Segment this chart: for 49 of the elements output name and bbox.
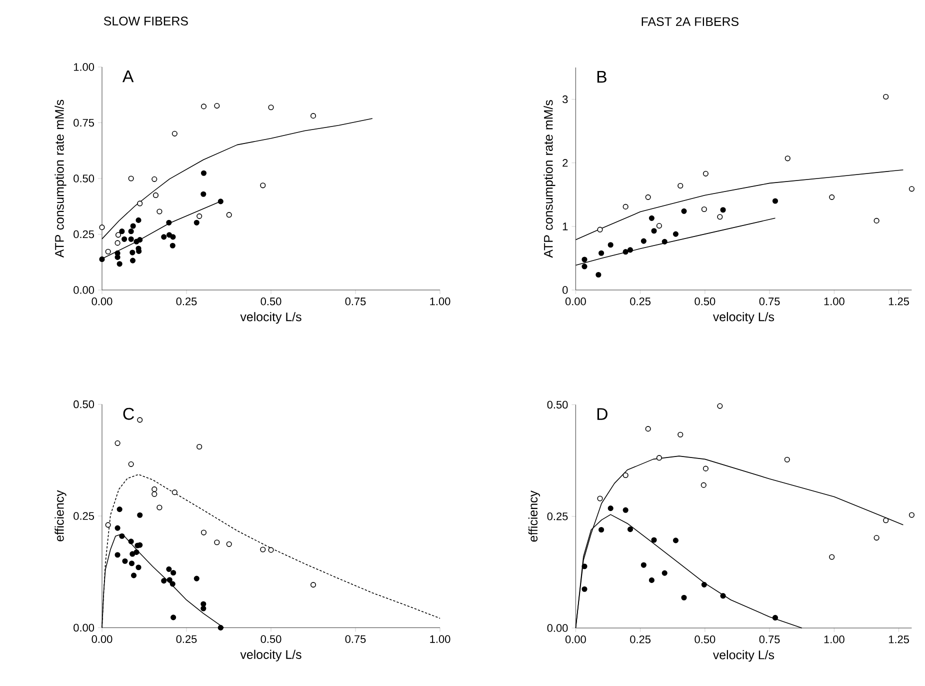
y-tick-label: 0.00 bbox=[74, 286, 94, 294]
x-tick-label: 0.25 bbox=[176, 635, 197, 643]
x-axis-title: velocity L/s bbox=[712, 650, 774, 662]
x-axis-title: velocity L/s bbox=[240, 312, 302, 324]
x-tick-label: 0.25 bbox=[630, 636, 651, 644]
x-tick-label: 1.00 bbox=[824, 636, 844, 644]
annotation: D bbox=[597, 408, 608, 420]
x-tick-label: 1.00 bbox=[824, 298, 844, 306]
y-tick-label: 0.25 bbox=[74, 512, 94, 520]
x-tick-label: 0.50 bbox=[260, 635, 282, 643]
y-tick-label: 0 bbox=[562, 286, 568, 294]
y-tick-label: 0.50 bbox=[74, 174, 94, 182]
y-tick-label: 0.25 bbox=[547, 512, 568, 520]
x-tick-label: 0.00 bbox=[92, 635, 112, 643]
annotation: C bbox=[123, 408, 134, 420]
x-tick-label: 0.25 bbox=[176, 298, 197, 306]
x-tick-label: 1.25 bbox=[888, 636, 909, 644]
annotation: A bbox=[122, 70, 134, 82]
y-tick-label: 0.00 bbox=[74, 624, 94, 632]
x-tick-label: 0.50 bbox=[260, 298, 282, 306]
x-tick-label: 0.00 bbox=[92, 298, 112, 306]
x-tick-label: 0.75 bbox=[345, 635, 366, 643]
y-tick-label: 0.75 bbox=[74, 118, 94, 127]
x-tick-label: 0.50 bbox=[694, 298, 716, 306]
x-tick-label: 0.25 bbox=[630, 298, 651, 306]
y-tick-label: 0.25 bbox=[74, 230, 94, 238]
x-axis-title: velocity L/s bbox=[712, 312, 774, 324]
x-tick-label: 0.75 bbox=[759, 298, 780, 306]
y-axis-title: efficiency bbox=[528, 490, 540, 542]
chart-title: SLOW FIBERS bbox=[104, 16, 188, 26]
y-tick-label: 1 bbox=[562, 222, 568, 230]
x-tick-label: 0.50 bbox=[694, 636, 716, 644]
y-tick-label: 0.50 bbox=[547, 400, 568, 409]
x-tick-label: 0.75 bbox=[759, 636, 780, 644]
y-tick-label: 2 bbox=[562, 159, 568, 167]
chart-title: FAST 2A FIBERS bbox=[642, 17, 739, 26]
x-tick-label: 1.00 bbox=[430, 298, 450, 306]
y-tick-label: 0.00 bbox=[547, 624, 568, 632]
y-tick-label: 3 bbox=[562, 95, 568, 104]
y-axis-title: efficiency bbox=[54, 490, 66, 542]
x-tick-label: 1.00 bbox=[430, 635, 450, 643]
y-axis-title: ATP consumption rate mM/s bbox=[544, 100, 556, 258]
y-tick-label: 1.00 bbox=[74, 63, 94, 71]
x-tick-label: 0.75 bbox=[345, 298, 366, 306]
annotation: B bbox=[597, 71, 606, 83]
x-tick-label: 1.25 bbox=[888, 298, 909, 306]
y-tick-label: 0.50 bbox=[74, 400, 94, 408]
y-axis-title: ATP consumption rate mM/s bbox=[54, 100, 66, 258]
x-axis-title: velocity L/s bbox=[240, 650, 302, 662]
